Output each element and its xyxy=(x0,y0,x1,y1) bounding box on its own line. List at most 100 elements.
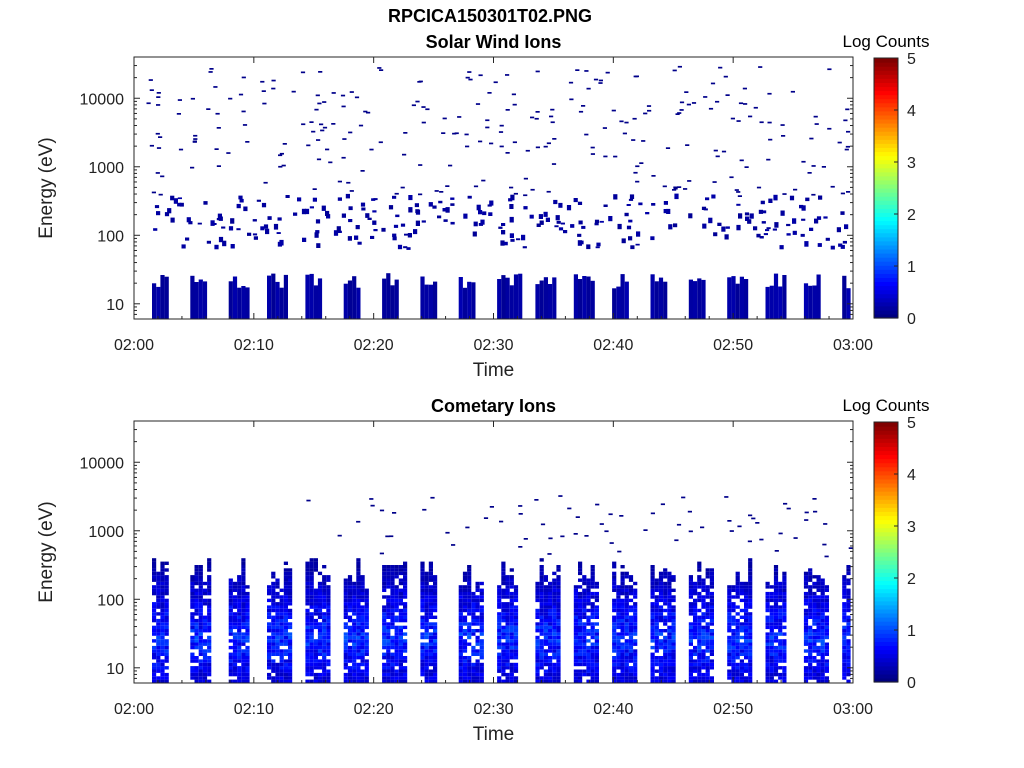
pulse-cell xyxy=(194,656,199,660)
pulse-cell xyxy=(313,679,318,683)
pulse-cell xyxy=(160,595,165,599)
pulse-cell xyxy=(535,635,540,640)
pulse-cell xyxy=(164,585,169,589)
low-energy-cell xyxy=(573,274,578,319)
pulse-cell xyxy=(697,666,702,670)
mid-energy-cell xyxy=(238,195,243,200)
pulse-cell xyxy=(326,639,331,643)
high-energy-cell xyxy=(546,142,551,145)
pulse-cell xyxy=(394,598,399,603)
pulse-cell xyxy=(808,608,813,613)
pulse-cell xyxy=(424,581,429,586)
pulse-cell xyxy=(467,565,472,569)
pulse-cell xyxy=(803,575,809,579)
pulse-cell xyxy=(305,642,310,646)
pulse-cell xyxy=(288,662,293,667)
pulse-cell xyxy=(731,642,736,646)
pulse-cell xyxy=(543,588,548,592)
pulse-cell xyxy=(390,639,395,643)
pulse-cell xyxy=(245,679,250,683)
pulse-cell xyxy=(842,581,847,586)
pulse-cell xyxy=(688,669,693,673)
pulse-cell xyxy=(658,605,664,609)
pulse-cell xyxy=(808,639,813,643)
pulse-cell xyxy=(241,561,246,565)
pulse-cell xyxy=(267,598,272,603)
low-energy-cell xyxy=(765,286,770,319)
pulse-cell xyxy=(279,635,284,640)
high-energy-cell xyxy=(748,514,753,517)
pulse-cell xyxy=(578,649,583,653)
mid-energy-cell xyxy=(403,246,408,249)
pulse-cell xyxy=(812,639,817,643)
pulse-cell xyxy=(326,585,331,589)
pulse-cell xyxy=(462,618,468,623)
pulse-cell xyxy=(773,666,779,670)
pulse-cell xyxy=(194,588,199,592)
pulse-cell xyxy=(424,652,429,656)
pulse-cell xyxy=(773,605,779,609)
high-energy-cell xyxy=(518,505,523,507)
pulse-cell xyxy=(505,622,510,626)
pulse-cell xyxy=(288,672,293,677)
pulse-cell xyxy=(403,659,408,663)
pulse-cell xyxy=(458,645,463,650)
colorbar-segment xyxy=(874,600,898,606)
high-energy-cell xyxy=(422,508,427,511)
pulse-cell xyxy=(582,669,587,673)
pulse-cell xyxy=(505,588,510,592)
pulse-cell xyxy=(232,632,238,636)
pulse-cell xyxy=(578,672,583,677)
high-energy-cell xyxy=(747,540,752,543)
mid-energy-cell xyxy=(301,208,307,215)
pulse-cell xyxy=(688,679,693,683)
pulse-cell xyxy=(382,652,387,656)
pulse-cell xyxy=(501,605,506,609)
pulse-cell xyxy=(394,602,399,606)
pulse-cell xyxy=(394,632,399,636)
mid-energy-cell xyxy=(556,220,561,224)
pulse-cell xyxy=(705,645,710,650)
pulse-cell xyxy=(578,645,583,650)
high-energy-cell xyxy=(753,106,758,109)
mid-energy-cell xyxy=(407,233,412,238)
high-energy-cell xyxy=(665,147,671,149)
pulse-cell xyxy=(812,645,817,650)
pulse-cell xyxy=(386,605,391,609)
high-energy-cell xyxy=(511,93,516,96)
pulse-cell xyxy=(739,629,744,633)
pulse-cell xyxy=(390,659,395,663)
pulse-cell xyxy=(628,585,634,589)
pulse-cell xyxy=(748,588,753,592)
pulse-cell xyxy=(279,612,284,616)
pulse-cell xyxy=(305,669,310,673)
high-energy-cell xyxy=(605,71,610,74)
pulse-cell xyxy=(650,588,655,592)
pulse-cell xyxy=(424,642,429,646)
pulse-cell xyxy=(501,679,506,683)
pulse-cell xyxy=(241,598,246,603)
pulse-cell xyxy=(190,635,195,640)
colorbar-segment xyxy=(874,669,898,675)
pulse-cell xyxy=(198,635,203,640)
pulse-cell xyxy=(556,649,561,653)
pulse-cell xyxy=(398,642,403,646)
low-energy-cell xyxy=(582,276,587,319)
pulse-cell xyxy=(164,618,169,623)
high-energy-cell xyxy=(417,81,422,83)
pulse-cell xyxy=(386,612,391,616)
pulse-cell xyxy=(347,588,353,592)
pulse-cell xyxy=(842,585,847,589)
pulse-cell xyxy=(156,575,161,579)
pulse-cell xyxy=(769,595,774,599)
pulse-cell xyxy=(152,571,157,576)
pulse-cell xyxy=(539,608,544,613)
mid-energy-cell xyxy=(482,211,487,216)
pulse-cell xyxy=(663,635,668,640)
pulse-cell xyxy=(782,652,787,656)
pulse-cell xyxy=(612,575,617,579)
mid-energy-cell xyxy=(400,223,406,227)
pulse-cell xyxy=(194,622,199,626)
pulse-cell xyxy=(816,581,821,586)
high-energy-cell xyxy=(278,154,283,157)
